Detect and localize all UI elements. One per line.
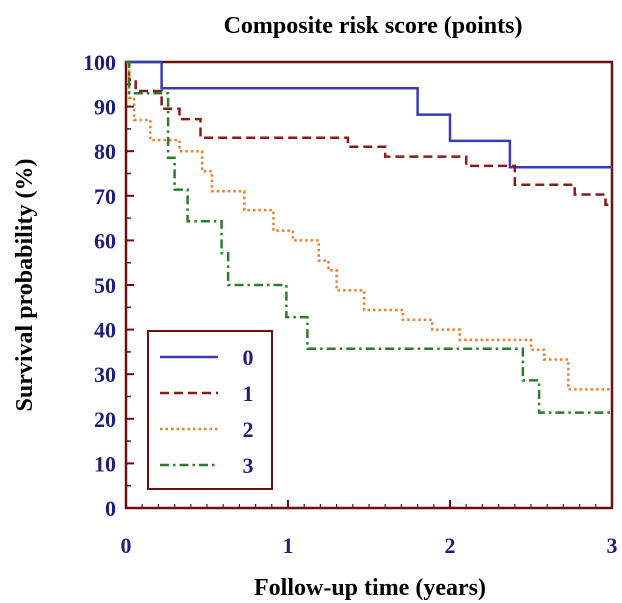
- x-tick-label-3: 3: [607, 533, 618, 558]
- series-line-2: [126, 60, 612, 391]
- series-line-3: [126, 60, 612, 414]
- y-tick-label-10: 10: [94, 451, 116, 476]
- y-tick-label-0: 0: [105, 496, 116, 521]
- y-tick-label-90: 90: [94, 95, 116, 120]
- y-tick-label-100: 100: [83, 50, 116, 75]
- x-tick-label-2: 2: [445, 533, 456, 558]
- y-tick-label-70: 70: [94, 184, 116, 209]
- y-tick-label-40: 40: [94, 318, 116, 343]
- series-line-0: [126, 60, 612, 169]
- y-tick-label-20: 20: [94, 407, 116, 432]
- series-line-1: [126, 60, 612, 206]
- y-tick-label-80: 80: [94, 139, 116, 164]
- legend-label-1: 1: [243, 381, 254, 406]
- x-axis-label: Follow-up time (years): [254, 575, 486, 601]
- x-tick-label-0: 0: [121, 533, 132, 558]
- legend-label-3: 3: [243, 453, 254, 478]
- x-tick-label-1: 1: [283, 533, 294, 558]
- legend-label-0: 0: [243, 345, 254, 370]
- chart-title: Composite risk score (points): [224, 13, 523, 39]
- y-tick-label-50: 50: [94, 273, 116, 298]
- y-tick-label-60: 60: [94, 228, 116, 253]
- legend: 0 1 2 3: [147, 330, 273, 490]
- y-axis-label: Survival probability (%): [12, 159, 38, 412]
- y-tick-label-30: 30: [94, 362, 116, 387]
- legend-label-2: 2: [243, 417, 254, 442]
